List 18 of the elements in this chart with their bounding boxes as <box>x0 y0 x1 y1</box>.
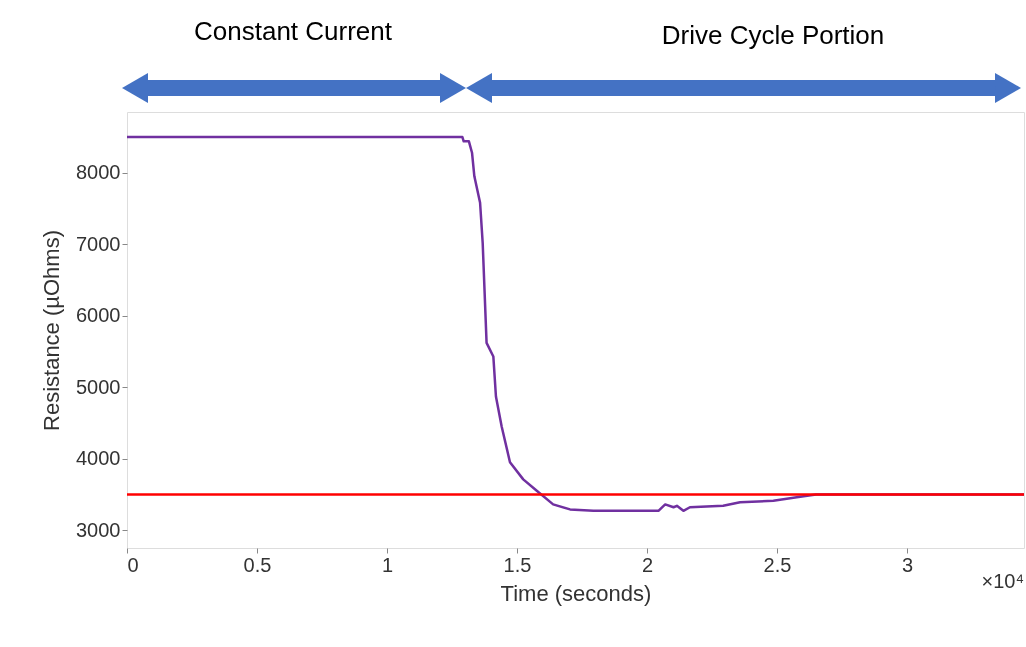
x-axis-title: Time (seconds) <box>500 580 652 606</box>
x-tick-label: 1 <box>381 553 394 576</box>
x-tick-label: 2.5 <box>763 553 792 576</box>
y-axis-title: Resistance (µOhms) <box>39 230 65 431</box>
x-tick-label: 0.5 <box>243 553 272 576</box>
text: ×10⁴ <box>981 570 1024 592</box>
y-tick-label: 3000 <box>76 518 121 541</box>
y-tick-label: 4000 <box>76 447 121 470</box>
y-tick-label: 8000 <box>76 161 121 184</box>
x-tick-label: 3 <box>901 553 914 576</box>
text: Constant Current <box>194 16 393 46</box>
y-tick-label: 7000 <box>76 232 121 255</box>
text: Drive Cycle Portion <box>661 20 885 50</box>
x-tick-label: 2 <box>641 553 654 576</box>
x-tick-label: 1.5 <box>503 553 532 576</box>
y-tick-label: 6000 <box>76 304 121 327</box>
y-tick-label: 5000 <box>76 375 121 398</box>
x-tick-label: 0 <box>127 553 139 576</box>
